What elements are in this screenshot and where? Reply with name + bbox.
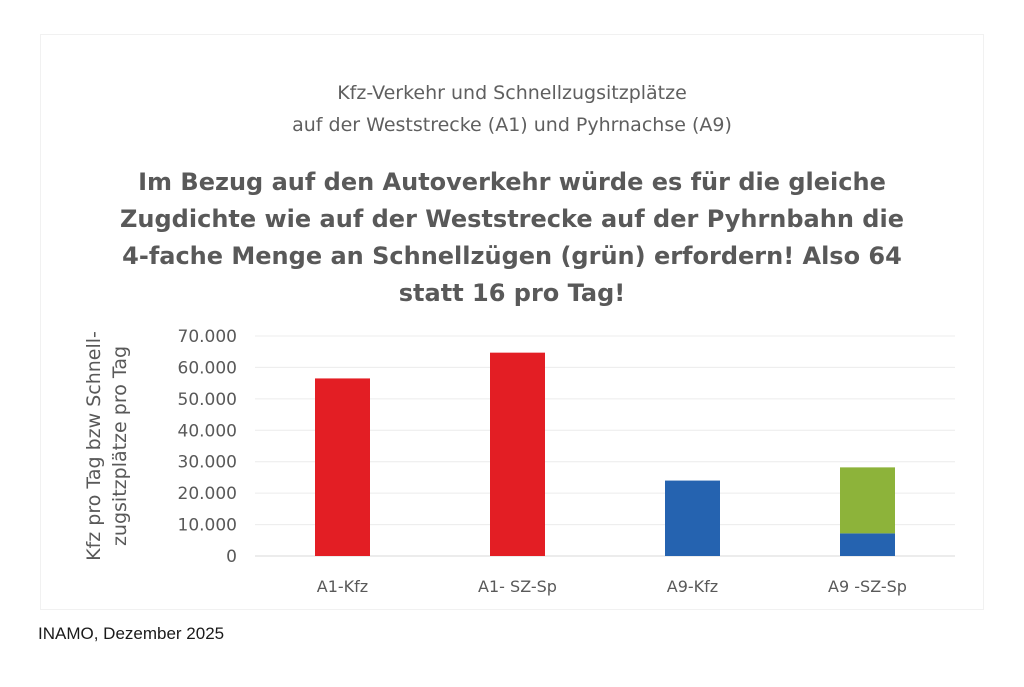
bar-3-segment-2 xyxy=(665,480,720,556)
y-tick-label: 30.000 xyxy=(178,453,237,473)
y-axis-label-line-2: zugsitzplätze pro Tag xyxy=(109,346,131,546)
chart-subtitle-line-2: Zugdichte wie auf der Weststrecke auf de… xyxy=(120,205,904,233)
y-tick-label: 20.000 xyxy=(178,484,237,504)
y-tick-label: 60.000 xyxy=(178,358,237,378)
y-tick-label: 10.000 xyxy=(178,516,237,536)
bar-4-segment-2 xyxy=(840,533,895,556)
chart-subtitle-line-3: 4-fache Menge an Schnellzügen (grün) erf… xyxy=(122,242,902,270)
source-note: INAMO, Dezember 2025 xyxy=(38,624,225,643)
chart-title-line-2: auf der Weststrecke (A1) und Pyhrnachse … xyxy=(292,114,732,136)
x-tick-label: A9-Kfz xyxy=(667,577,718,596)
bar-2-segment-1 xyxy=(490,352,545,556)
x-tick-label: A1-Kfz xyxy=(317,577,368,596)
grid-lines xyxy=(255,335,955,557)
x-axis-ticks: A1-Kfz A1- SZ-Sp A9-Kfz A9 -SZ-Sp xyxy=(317,577,907,596)
y-tick-label: 0 xyxy=(226,547,237,567)
chart-subtitle-line-4: statt 16 pro Tag! xyxy=(398,279,626,307)
y-axis-label-line-1: Kfz pro Tag bzw Schnell- xyxy=(83,331,105,561)
chart-title-line-1: Kfz-Verkehr und Schnellzugsitzplätze xyxy=(337,82,687,104)
y-axis-ticks: 0 10.000 20.000 30.000 40.000 50.000 60.000 70.… xyxy=(178,327,237,567)
x-tick-label: A1- SZ-Sp xyxy=(478,577,557,596)
chart-frame xyxy=(40,34,984,610)
y-tick-label: 70.000 xyxy=(178,327,237,347)
bar-1-segment-1 xyxy=(315,378,370,556)
y-tick-label: 40.000 xyxy=(178,421,237,441)
chart-subtitle-line-1: Im Bezug auf den Autoverkehr würde es fü… xyxy=(138,168,886,196)
bar-4-segment-3 xyxy=(840,467,895,534)
x-tick-label: A9 -SZ-Sp xyxy=(828,577,907,596)
bars xyxy=(315,352,895,556)
y-tick-label: 50.000 xyxy=(178,390,237,410)
